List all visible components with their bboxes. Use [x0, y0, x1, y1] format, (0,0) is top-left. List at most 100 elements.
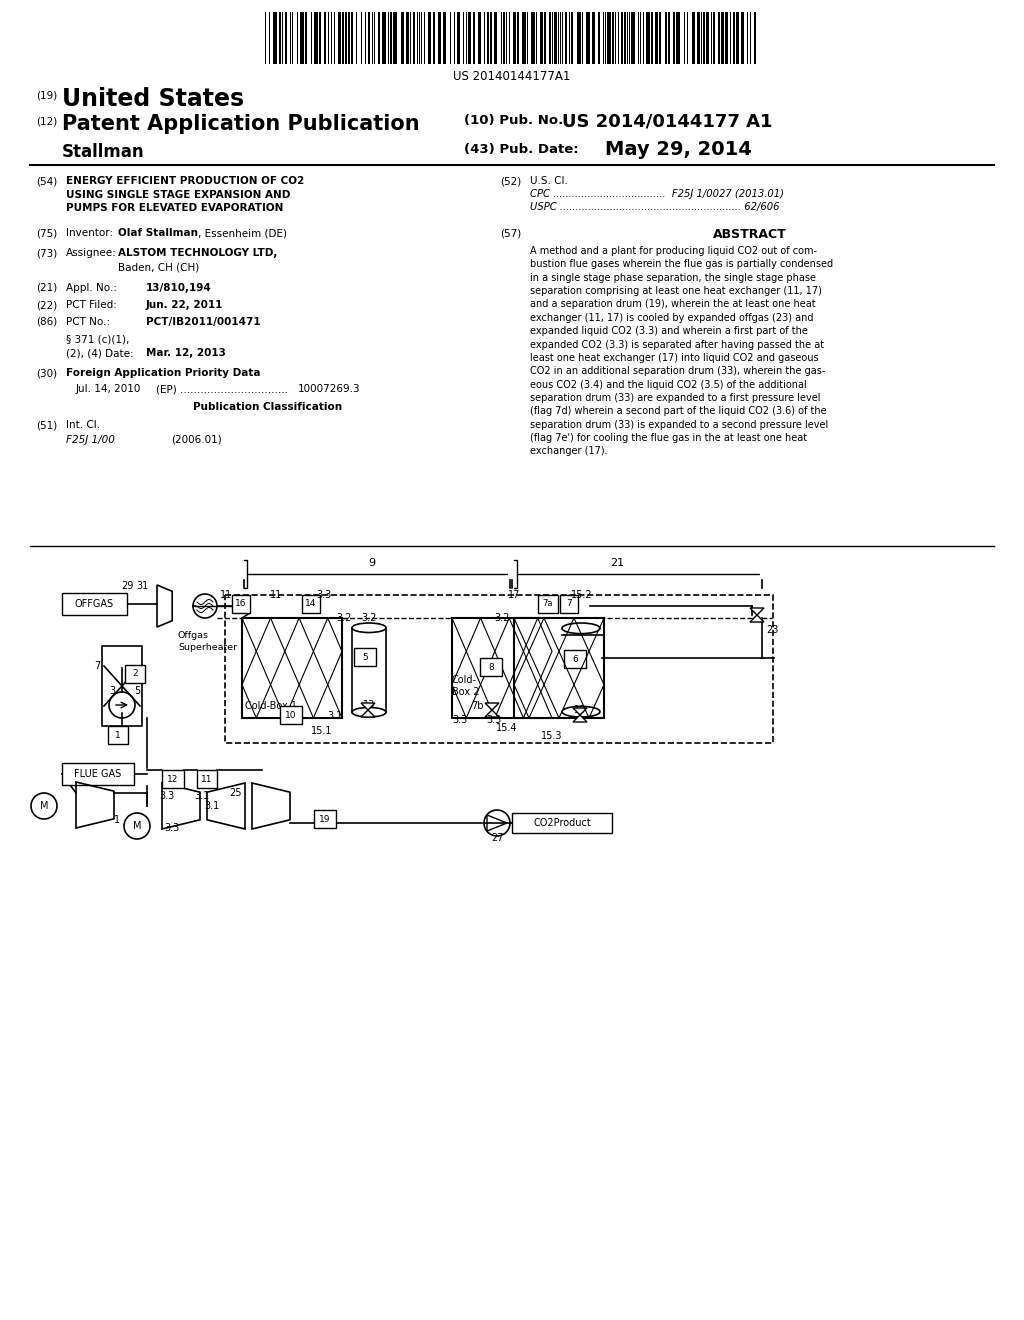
Text: 23: 23 — [766, 624, 778, 635]
Bar — [540, 12, 543, 63]
Text: 10: 10 — [286, 710, 297, 719]
Text: USPC .......................................................... 62/606: USPC ...................................… — [530, 202, 779, 213]
Bar — [503, 12, 505, 63]
Text: PCT No.:: PCT No.: — [66, 317, 111, 327]
Bar — [676, 12, 680, 63]
Polygon shape — [361, 710, 375, 717]
Text: 3.3: 3.3 — [486, 715, 502, 725]
Text: Mar. 12, 2013: Mar. 12, 2013 — [146, 348, 226, 358]
Bar — [741, 12, 744, 63]
Text: 3.2: 3.2 — [337, 612, 352, 623]
Bar — [382, 12, 386, 63]
Bar — [646, 12, 650, 63]
Text: Offgas: Offgas — [178, 631, 209, 640]
Text: 5: 5 — [134, 686, 140, 696]
Bar — [513, 12, 516, 63]
Text: 3.1: 3.1 — [195, 791, 210, 801]
Text: 31: 31 — [136, 581, 148, 591]
Text: Jul. 14, 2010: Jul. 14, 2010 — [76, 384, 141, 393]
Text: Appl. No.:: Appl. No.: — [66, 282, 117, 293]
Text: 15.3: 15.3 — [542, 731, 563, 741]
Text: 5: 5 — [362, 652, 368, 661]
Bar — [564, 649, 586, 668]
Bar — [703, 12, 705, 63]
Bar — [428, 12, 431, 63]
Text: 15.1: 15.1 — [311, 726, 333, 737]
Text: 29: 29 — [122, 581, 134, 591]
Text: Stallman: Stallman — [62, 143, 144, 161]
Text: 7: 7 — [566, 599, 571, 609]
Text: A method and a plant for producing liquid CO2 out of com-
bustion flue gases whe: A method and a plant for producing liqui… — [530, 246, 834, 457]
Bar — [655, 12, 658, 63]
Text: Box 2: Box 2 — [452, 686, 479, 697]
Bar — [452, 618, 552, 718]
Text: May 29, 2014: May 29, 2014 — [605, 140, 752, 158]
Text: 2: 2 — [132, 669, 138, 678]
Bar — [592, 12, 595, 63]
Text: ABSTRACT: ABSTRACT — [713, 228, 786, 242]
Text: (75): (75) — [36, 228, 57, 238]
Text: PCT Filed:: PCT Filed: — [66, 300, 117, 310]
Text: 3.2: 3.2 — [495, 612, 510, 623]
Bar — [494, 12, 497, 63]
Bar — [62, 593, 127, 615]
Text: Jun. 22, 2011: Jun. 22, 2011 — [146, 300, 223, 310]
Text: Cold-: Cold- — [452, 675, 477, 685]
Text: Patent Application Publication: Patent Application Publication — [62, 114, 420, 135]
Bar — [197, 770, 217, 788]
Bar — [651, 12, 653, 63]
Bar — [487, 12, 489, 63]
Bar — [345, 12, 347, 63]
Bar — [273, 12, 278, 63]
Text: 11: 11 — [270, 590, 283, 601]
Text: (EP) ................................: (EP) ................................ — [156, 384, 288, 393]
Polygon shape — [361, 704, 375, 710]
Text: 15.2: 15.2 — [571, 590, 593, 601]
Bar — [673, 12, 675, 63]
Text: (30): (30) — [36, 368, 57, 378]
Text: 3: 3 — [109, 686, 115, 696]
Ellipse shape — [562, 706, 600, 717]
Text: 27: 27 — [490, 833, 503, 843]
Bar — [538, 595, 558, 612]
Bar — [571, 12, 573, 63]
Bar — [406, 12, 409, 63]
Bar — [607, 12, 611, 63]
Text: 25: 25 — [228, 788, 242, 799]
Text: Inventor:: Inventor: — [66, 228, 113, 238]
Bar — [354, 648, 376, 667]
Text: Foreign Application Priority Data: Foreign Application Priority Data — [66, 368, 260, 378]
Text: 10007269.3: 10007269.3 — [298, 384, 360, 393]
Text: 11: 11 — [220, 590, 232, 601]
Bar — [665, 12, 667, 63]
Text: (51): (51) — [36, 420, 57, 430]
Polygon shape — [750, 615, 764, 622]
Bar — [352, 628, 386, 713]
Bar — [302, 595, 319, 612]
Bar — [162, 770, 184, 788]
Bar — [390, 12, 392, 63]
Bar — [62, 763, 134, 785]
Ellipse shape — [352, 708, 386, 717]
Text: 7: 7 — [94, 661, 100, 671]
Text: United States: United States — [62, 87, 244, 111]
Text: CO2Product: CO2Product — [534, 818, 591, 828]
Bar — [300, 12, 304, 63]
Text: Assignee:: Assignee: — [66, 248, 117, 257]
Bar — [413, 12, 415, 63]
Polygon shape — [573, 708, 587, 715]
Bar — [102, 645, 142, 726]
Text: Int. Cl.: Int. Cl. — [66, 420, 100, 430]
Polygon shape — [750, 609, 764, 615]
Bar — [692, 12, 695, 63]
Text: M: M — [40, 801, 48, 810]
Polygon shape — [573, 715, 587, 722]
Bar — [351, 12, 353, 63]
Text: M: M — [133, 821, 141, 832]
Text: 19: 19 — [573, 705, 586, 715]
Text: 3.1: 3.1 — [205, 801, 219, 810]
Ellipse shape — [352, 623, 386, 632]
Bar — [514, 618, 604, 718]
Bar — [598, 12, 600, 63]
Text: ALSTOM TECHNOLOGY LTD,: ALSTOM TECHNOLOGY LTD, — [118, 248, 278, 257]
